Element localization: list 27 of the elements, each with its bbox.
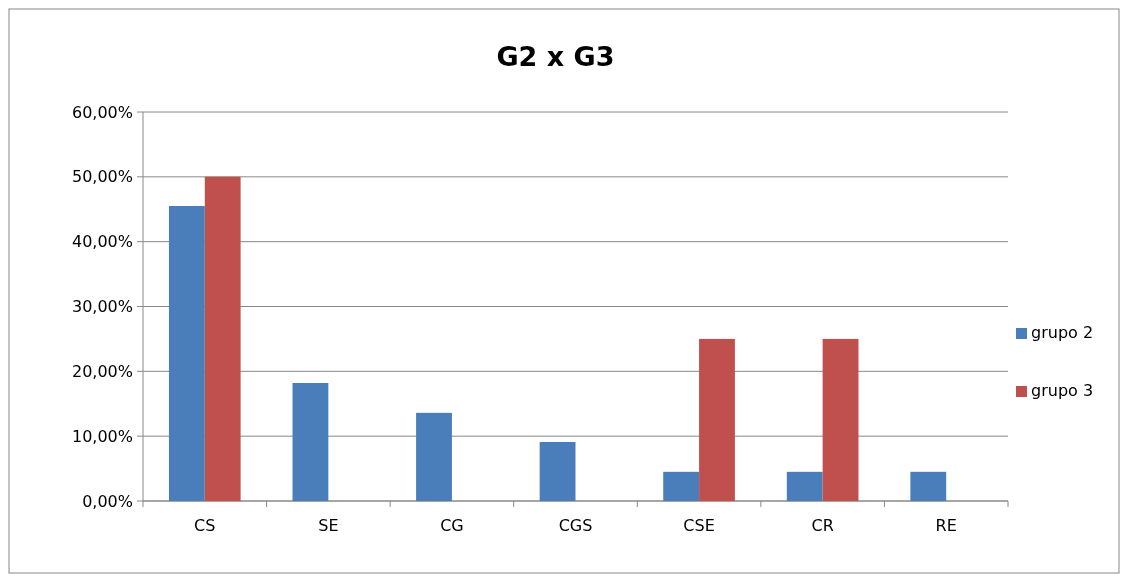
y-tick-label: 0,00% — [82, 491, 133, 511]
y-tick-label: 20,00% — [71, 361, 133, 381]
y-tick-label: 60,00% — [71, 102, 133, 122]
bar — [416, 412, 452, 501]
bar — [910, 471, 947, 501]
y-tick-label: 50,00% — [71, 167, 133, 187]
x-tick-label: SE — [318, 516, 339, 535]
bar — [168, 206, 205, 501]
y-tick-label: 40,00% — [71, 232, 133, 252]
bar — [786, 471, 823, 501]
bar — [204, 176, 241, 501]
chart-title: G2 x G3 — [496, 41, 615, 72]
x-tick-label: RE — [935, 516, 957, 535]
y-tick-label: 30,00% — [71, 297, 133, 317]
y-tick-label: 10,00% — [71, 426, 133, 446]
x-tick-label: CG — [440, 516, 464, 535]
x-tick-label: CR — [811, 516, 834, 535]
bar — [663, 471, 700, 501]
legend-label: grupo 2 — [1031, 323, 1094, 342]
x-tick-label: CGS — [558, 516, 593, 535]
legend-label: grupo 3 — [1031, 381, 1094, 400]
x-tick-label: CSE — [683, 516, 715, 535]
bar — [822, 338, 859, 501]
bar — [699, 338, 735, 501]
bar — [539, 442, 576, 501]
x-tick-label: CS — [194, 516, 216, 535]
bar — [292, 383, 329, 501]
